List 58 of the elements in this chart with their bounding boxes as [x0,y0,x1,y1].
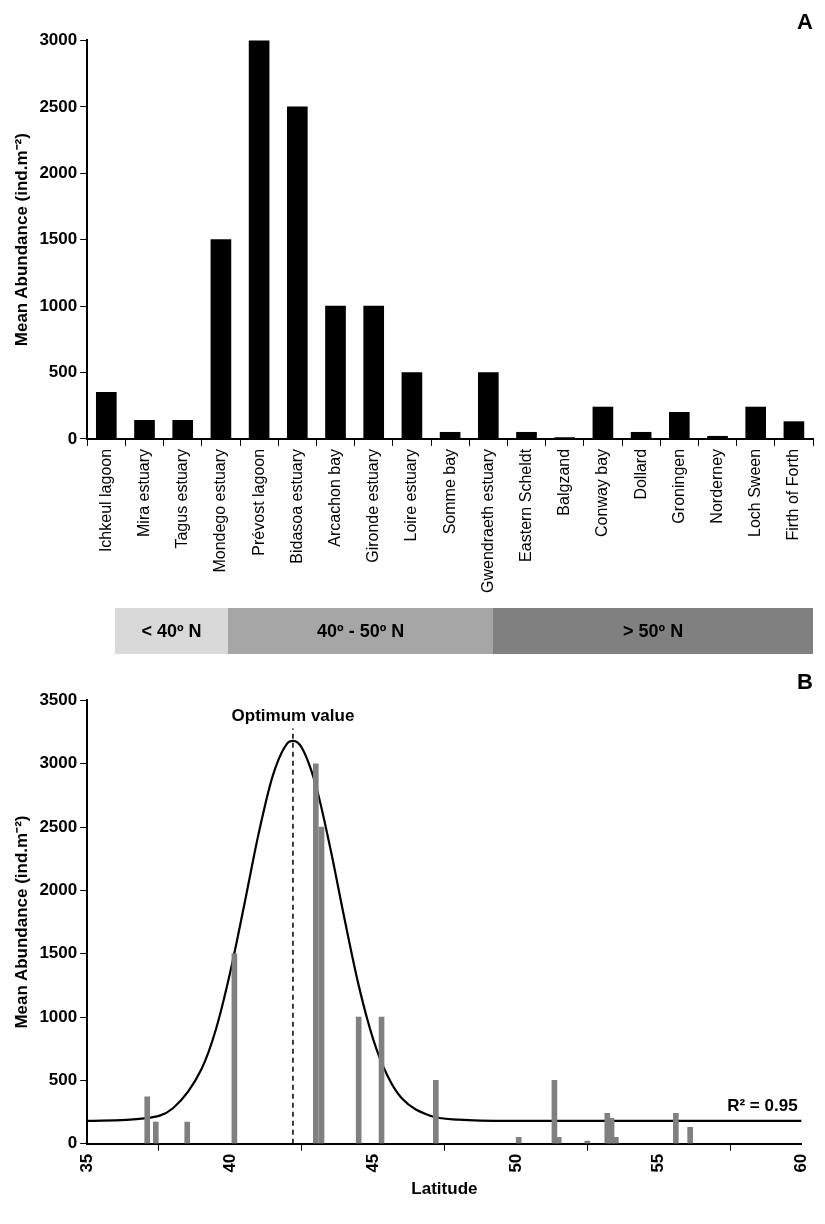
x-tick-label: Firth of Forth [784,448,802,541]
y-tick-label: 1500 [39,229,78,249]
x-tick-label: Arcachon bay [325,448,343,547]
x-tick-label: Bidasoa estuary [287,448,305,564]
y-axis-title: Mean Abundance (ind.m⁻²) [11,133,31,347]
y-tick-label: 0 [67,428,78,448]
x-tick-label: Ichkeul lagoon [96,448,114,553]
x-tick-label: Gironde estuary [364,448,382,563]
bar [184,1121,191,1144]
text: < 40º N [141,620,202,642]
y-tick-label: 500 [48,1070,78,1090]
y-tick-label: 2000 [39,162,78,182]
y-tick-label: 0 [67,1133,78,1153]
x-tick-label: Mira estuary [134,448,152,537]
x-tick-label: Groningen [669,448,687,524]
x-axis-title: Latitude [411,1179,478,1199]
y-tick-label: 1000 [39,295,78,315]
x-tick-label: Prévost lagoon [249,448,267,556]
x-tick-label: 55 [648,1153,668,1173]
bar [673,1112,679,1144]
ref-line-label: Optimum value [231,705,355,725]
x-tick-label: Conway bay [593,448,611,537]
y-tick-label: 3000 [39,753,78,773]
x-tick-label: Eastern Scheldt [516,448,534,562]
x-tick-label: Balgzand [555,448,573,516]
y-axis-title: Mean Abundance (ind.m⁻²) [11,815,31,1029]
x-tick-label: Loire estuary [402,448,420,542]
y-tick-label: 1000 [39,1006,78,1026]
text: 40º - 50º N [317,620,405,642]
x-tick-label: Loch Sween [746,448,764,537]
x-tick-label: Gwendraeth estuary [478,448,496,593]
y-tick-label: 3500 [39,690,78,710]
x-tick-label: Somme bay [440,448,458,535]
x-tick-label: 35 [76,1153,96,1173]
y-tick-label: 2500 [39,96,78,116]
bar [152,1121,159,1144]
text: > 50º N [623,620,684,642]
y-tick-label: 500 [48,362,78,382]
chart-title: B [797,669,813,695]
y-tick-label: 1500 [39,943,78,963]
bar [355,1016,362,1144]
x-tick-label: Norderney [707,448,725,524]
bar [433,1080,439,1144]
x-tick-label: 45 [362,1153,382,1173]
chart-title: A [797,9,814,35]
x-tick-label: 50 [505,1153,525,1173]
y-tick-label: 2000 [39,880,78,900]
x-tick-label: Tagus estuary [173,448,191,549]
x-tick-label: 40 [219,1153,239,1173]
bar [687,1126,693,1144]
x-tick-label: 60 [791,1153,811,1173]
annotation: R² = 0.95 [727,1096,798,1116]
y-tick-label: 3000 [39,30,78,50]
bar [515,1137,522,1144]
bar [144,1096,151,1144]
y-tick-label: 2500 [39,816,78,836]
x-tick-label: Mondego estuary [211,448,229,573]
x-tick-label: Dollard [631,448,649,500]
